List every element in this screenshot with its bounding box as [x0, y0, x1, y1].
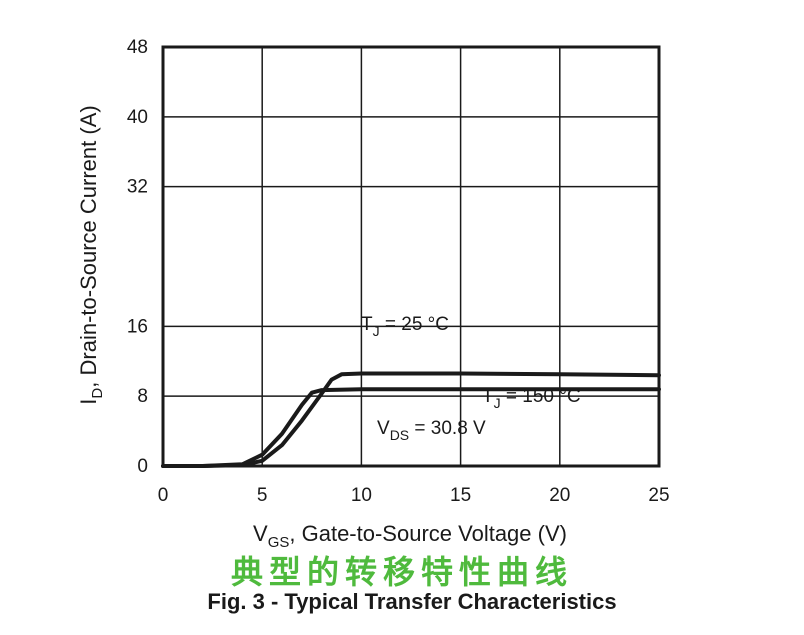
- y-tick-label: 48: [127, 37, 148, 58]
- plot-frame: [161, 45, 661, 468]
- y-tick-label: 32: [127, 177, 148, 198]
- y-tick-labels: 0 8 16 32 40 48: [127, 37, 148, 477]
- x-tick-label: 5: [257, 485, 268, 506]
- y-tick-label: 8: [137, 386, 148, 407]
- x-axis-title: VGS, Gate-to-Source Voltage (V): [253, 521, 567, 551]
- y-tick-label: 16: [127, 316, 148, 337]
- transfer-characteristics-chart: 0 5 10 15 20 25 0 8 16 32 40 48 VGS, Gate-to-Sourc…: [76, 37, 670, 551]
- chinese-overlay-caption: 典型的转移特性曲线: [230, 553, 573, 591]
- curve-tj-150: [161, 387, 661, 468]
- x-tick-label: 15: [450, 485, 471, 506]
- y-axis-title: ID, Drain-to-Source Current (A): [76, 105, 106, 404]
- annotation-vds: VDS = 30.8 V: [377, 418, 486, 443]
- y-tick-label: 40: [127, 107, 148, 128]
- annotation-tj-25: TJ = 25 °C: [361, 314, 449, 339]
- y-tick-label: 0: [137, 456, 148, 477]
- figure-caption: Fig. 3 - Typical Transfer Characteristic…: [207, 589, 617, 614]
- x-tick-label: 10: [351, 485, 372, 506]
- curves: [161, 371, 661, 468]
- annotation-tj-150: TJ = 150 °C: [482, 386, 581, 411]
- x-tick-label: 25: [648, 485, 669, 506]
- x-tick-label: 0: [158, 485, 169, 506]
- x-tick-label: 20: [549, 485, 570, 506]
- grid-lines: [163, 47, 659, 466]
- x-tick-labels: 0 5 10 15 20 25: [158, 485, 670, 506]
